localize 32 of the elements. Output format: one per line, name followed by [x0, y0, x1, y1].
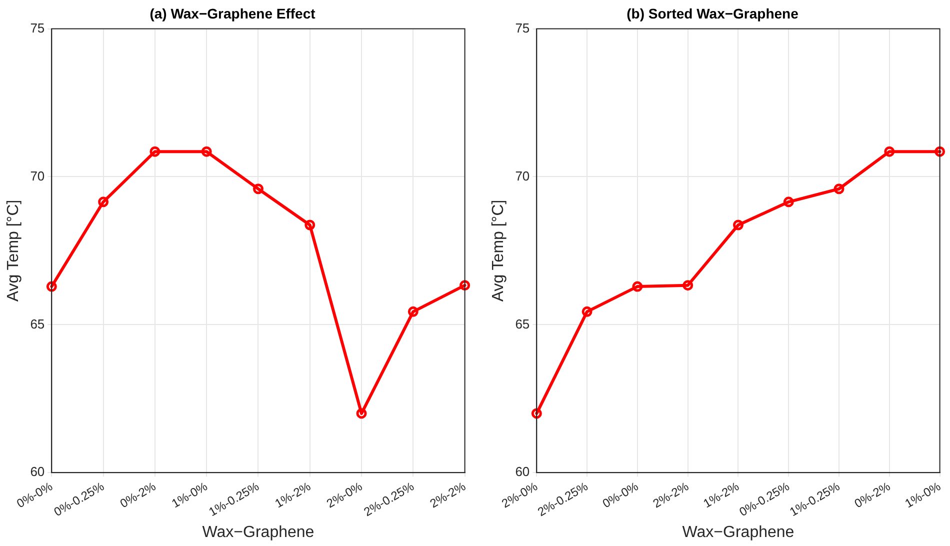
point: [682, 280, 694, 291]
y-tick-label: 70: [515, 168, 530, 184]
point: [98, 196, 109, 208]
point: [934, 146, 946, 157]
point: [46, 281, 57, 292]
chart-title: (a) Wax−Graphene Effect: [150, 5, 316, 22]
point: [460, 280, 470, 291]
y-tick-label: 75: [30, 20, 45, 36]
y-tick-label: 65: [515, 316, 530, 332]
x-axis-title: Wax−Graphene: [682, 524, 794, 541]
point: [834, 184, 844, 194]
point: [582, 306, 592, 317]
point: [150, 146, 160, 157]
point: [304, 220, 316, 230]
point: [732, 220, 744, 230]
y-tick-label: 60: [515, 464, 530, 480]
point: [531, 408, 542, 419]
point: [783, 196, 794, 208]
point: [252, 184, 264, 194]
y-axis-title: Avg Temp [°C]: [5, 200, 22, 302]
point: [632, 281, 643, 292]
point: [408, 306, 418, 317]
y-tick-label: 75: [515, 20, 530, 36]
y-tick-label: 60: [30, 464, 45, 480]
point: [201, 146, 212, 157]
y-axis-title: Avg Temp [°C]: [490, 200, 508, 302]
chart-title: (b) Sorted Wax−Graphene: [626, 5, 799, 22]
y-tick-label: 65: [30, 316, 45, 332]
y-tick-label: 70: [30, 168, 45, 184]
x-axis-title: Wax−Graphene: [202, 524, 314, 541]
point: [884, 146, 895, 157]
point: [356, 408, 367, 419]
